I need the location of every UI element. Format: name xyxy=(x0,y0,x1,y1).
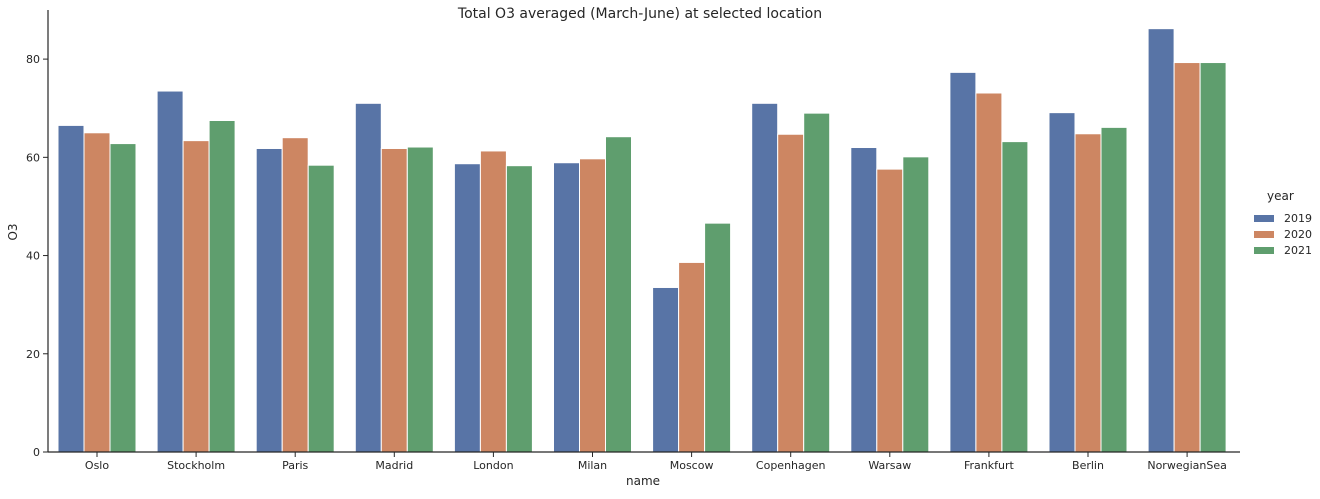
chart-title: Total O3 averaged (March-June) at select… xyxy=(457,6,822,22)
bar-madrid-2019 xyxy=(354,102,382,453)
bar-berlin-2020 xyxy=(1074,133,1102,453)
y-axis-label: O3 xyxy=(6,223,20,240)
x-tick-label: Milan xyxy=(578,459,607,472)
bar-stockholm-2020 xyxy=(182,140,210,453)
bar-stockholm-2021 xyxy=(208,120,236,453)
bar-oslo-2021 xyxy=(109,143,137,453)
legend-label-2020: 2020 xyxy=(1284,228,1312,241)
legend-swatch-2021 xyxy=(1254,247,1274,254)
bar-berlin-2019 xyxy=(1048,112,1076,453)
bar-moscow-2019 xyxy=(652,286,680,453)
legend-swatch-2020 xyxy=(1254,231,1274,238)
legend-swatch-2019 xyxy=(1254,215,1274,222)
y-tick-label: 40 xyxy=(26,250,40,263)
x-tick-label: Paris xyxy=(282,459,308,472)
bar-milan-2020 xyxy=(579,158,606,453)
bar-norwegiansea-2020 xyxy=(1173,62,1201,453)
bar-frankfurt-2021 xyxy=(1001,141,1029,453)
bar-frankfurt-2020 xyxy=(975,92,1003,453)
x-tick-label: Berlin xyxy=(1072,459,1104,472)
ticks-layer: Oslo Stockholm Paris Madrid London Milan Mosco… xyxy=(26,53,1227,472)
x-axis-label: name xyxy=(626,474,660,488)
bar-paris-2020 xyxy=(281,137,309,453)
bar-moscow-2021 xyxy=(704,222,732,453)
bar-london-2020 xyxy=(479,150,507,453)
axes-layer xyxy=(47,10,1240,453)
x-tick-label: Oslo xyxy=(85,459,109,472)
bar-warsaw-2020 xyxy=(876,168,904,453)
bar-stockholm-2019 xyxy=(156,90,184,453)
bar-oslo-2019 xyxy=(57,124,85,453)
x-tick-label: Frankfurt xyxy=(964,459,1014,472)
x-tick-label: Warsaw xyxy=(868,459,911,472)
legend: year 2019 2020 2021 xyxy=(1254,189,1312,257)
bar-frankfurt-2019 xyxy=(949,71,977,453)
bar-paris-2019 xyxy=(255,147,283,453)
bar-norwegiansea-2019 xyxy=(1147,28,1175,453)
bar-warsaw-2021 xyxy=(902,156,930,453)
bar-norwegiansea-2021 xyxy=(1199,62,1227,453)
x-tick-label: London xyxy=(473,459,513,472)
legend-label-2019: 2019 xyxy=(1284,212,1312,225)
x-tick-label: Moscow xyxy=(670,459,714,472)
bar-milan-2019 xyxy=(553,162,580,453)
legend-title: year xyxy=(1267,189,1294,203)
bar-berlin-2021 xyxy=(1100,126,1128,453)
y-tick-label: 0 xyxy=(33,446,40,459)
bar-london-2019 xyxy=(453,163,481,453)
x-tick-label: Madrid xyxy=(375,459,413,472)
bar-copenhagen-2019 xyxy=(751,102,779,453)
bar-madrid-2021 xyxy=(406,146,434,453)
bar-paris-2021 xyxy=(307,164,335,453)
bar-oslo-2020 xyxy=(83,132,111,453)
bar-moscow-2020 xyxy=(678,261,706,453)
x-tick-label: Copenhagen xyxy=(756,459,826,472)
bar-copenhagen-2021 xyxy=(803,112,831,453)
y-tick-label: 60 xyxy=(26,151,40,164)
x-tick-label: Stockholm xyxy=(167,459,225,472)
bar-warsaw-2019 xyxy=(850,147,878,453)
bar-copenhagen-2020 xyxy=(777,133,805,453)
bar-london-2021 xyxy=(505,165,533,453)
y-tick-label: 20 xyxy=(26,348,40,361)
bar-madrid-2020 xyxy=(380,147,408,453)
bars-layer xyxy=(57,28,1227,453)
y-tick-label: 80 xyxy=(26,53,40,66)
bar-milan-2021 xyxy=(605,136,632,453)
x-tick-label: NorwegianSea xyxy=(1147,459,1227,472)
legend-label-2021: 2021 xyxy=(1284,244,1312,257)
